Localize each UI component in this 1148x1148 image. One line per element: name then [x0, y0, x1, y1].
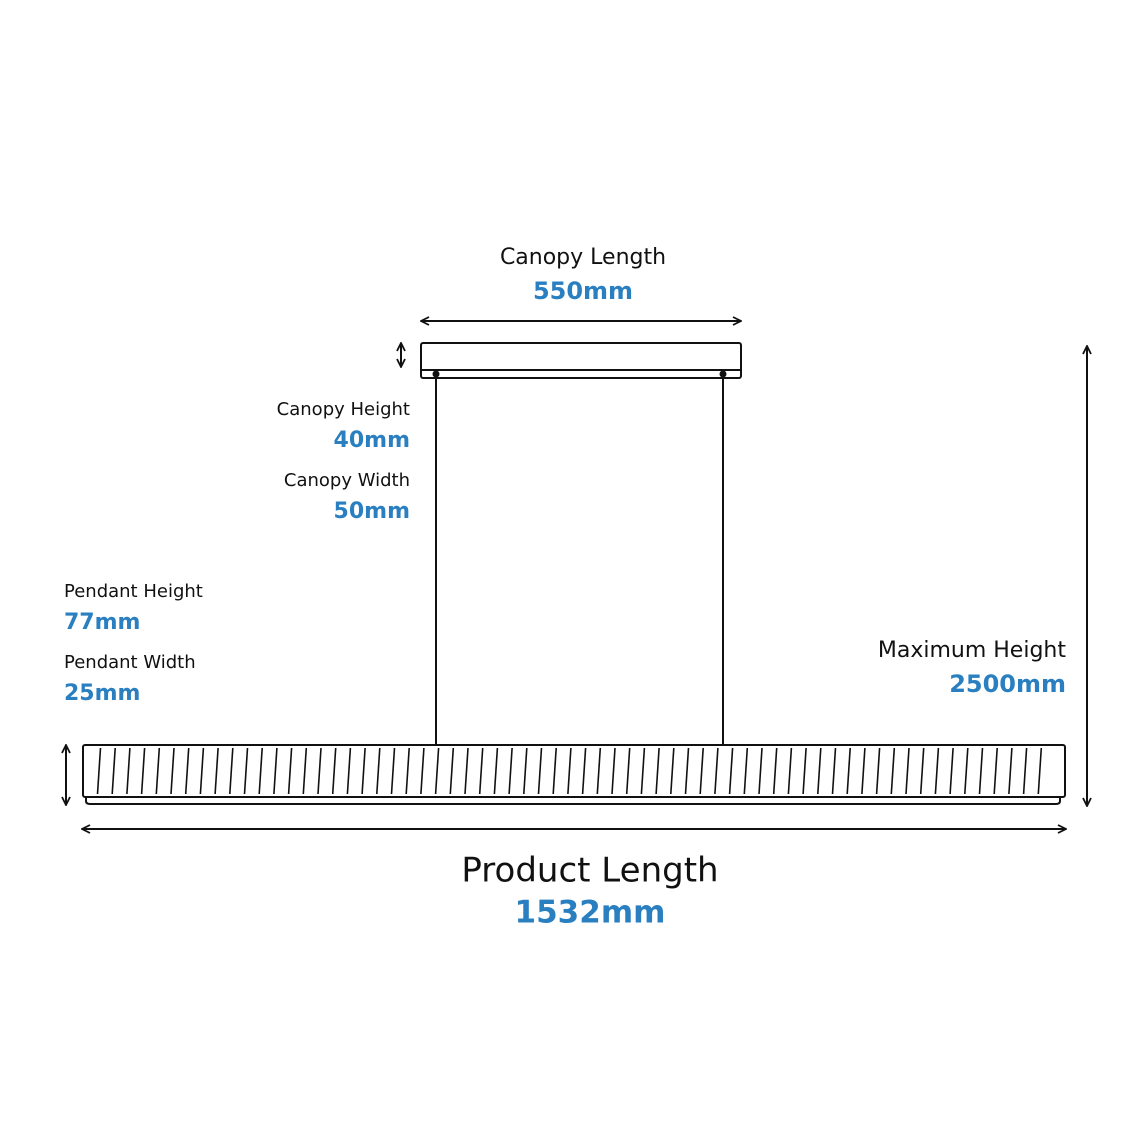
slat	[390, 747, 396, 795]
value: 1532mm	[515, 895, 666, 931]
canopy	[420, 342, 742, 379]
slat	[537, 747, 543, 795]
slat	[640, 747, 646, 795]
slat	[243, 747, 249, 795]
slat	[140, 747, 146, 795]
slat	[170, 747, 175, 795]
slat	[905, 747, 910, 795]
label: Canopy Width	[284, 470, 410, 491]
slat	[846, 747, 851, 795]
slat	[949, 747, 954, 795]
slat	[199, 747, 205, 795]
slat	[934, 747, 940, 795]
pendant-body	[82, 744, 1066, 798]
slat	[596, 747, 602, 795]
canopy-body	[420, 342, 742, 379]
slat	[552, 747, 557, 795]
pendant	[82, 744, 1066, 805]
slat	[229, 747, 234, 795]
slat	[817, 747, 822, 795]
slat	[787, 747, 793, 795]
slat	[714, 747, 719, 795]
value: 50mm	[334, 499, 410, 524]
value: 40mm	[334, 428, 410, 453]
slat	[493, 747, 499, 795]
slat	[890, 747, 896, 795]
slat	[523, 747, 528, 795]
slat	[655, 747, 660, 795]
slat	[993, 747, 998, 795]
slat	[684, 747, 690, 795]
slat	[861, 747, 866, 795]
slat	[287, 747, 293, 795]
slat	[772, 747, 778, 795]
slat	[670, 747, 675, 795]
slat	[728, 747, 734, 795]
slat	[875, 747, 881, 795]
slat	[420, 747, 425, 795]
slat	[478, 747, 484, 795]
slat	[376, 747, 381, 795]
slat	[743, 747, 749, 795]
slat	[1037, 747, 1043, 795]
slat	[1022, 747, 1028, 795]
slat	[96, 747, 102, 795]
slat	[361, 747, 366, 795]
slat	[214, 747, 219, 795]
slat	[581, 747, 587, 795]
value: 2500mm	[949, 670, 1066, 698]
value: 550mm	[533, 277, 633, 305]
value: 77mm	[64, 610, 140, 635]
slat	[331, 747, 337, 795]
slat	[508, 747, 513, 795]
slat	[1008, 747, 1013, 795]
slat	[802, 747, 807, 795]
label: Canopy Length	[500, 245, 666, 270]
slat	[449, 747, 455, 795]
slat	[258, 747, 263, 795]
label: Product Length	[461, 851, 718, 891]
slat	[273, 747, 278, 795]
slat	[625, 747, 631, 795]
slat	[434, 747, 440, 795]
label: Maximum Height	[878, 638, 1066, 663]
label: Canopy Height	[277, 399, 410, 420]
label: Pendant Width	[64, 652, 196, 673]
slat	[964, 747, 969, 795]
pendant-diffuser	[85, 797, 1061, 805]
slat	[405, 747, 410, 795]
slat	[831, 747, 837, 795]
slat	[111, 747, 116, 795]
slat	[126, 747, 131, 795]
label: Pendant Height	[64, 581, 203, 602]
slat	[317, 747, 322, 795]
slat	[699, 747, 704, 795]
slat	[302, 747, 308, 795]
slat	[611, 747, 616, 795]
slat	[919, 747, 925, 795]
slat	[184, 747, 190, 795]
slat	[346, 747, 352, 795]
slat	[155, 747, 161, 795]
value: 25mm	[64, 681, 140, 706]
slat	[758, 747, 763, 795]
slat	[567, 747, 572, 795]
slat	[464, 747, 469, 795]
slat	[978, 747, 984, 795]
